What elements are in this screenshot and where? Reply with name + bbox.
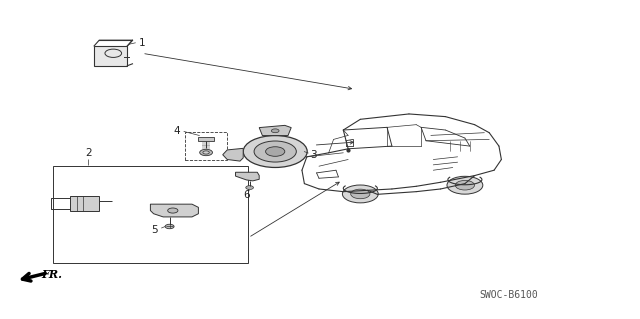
Circle shape xyxy=(203,151,209,154)
Circle shape xyxy=(342,185,378,203)
Polygon shape xyxy=(259,125,291,136)
Text: 6: 6 xyxy=(243,190,250,200)
Bar xyxy=(70,196,99,211)
Bar xyxy=(185,132,227,160)
Circle shape xyxy=(254,141,296,162)
Circle shape xyxy=(455,181,474,190)
Polygon shape xyxy=(150,204,198,217)
Circle shape xyxy=(447,176,483,194)
Text: 4: 4 xyxy=(174,126,180,136)
Text: 2: 2 xyxy=(85,148,92,158)
Text: 3: 3 xyxy=(310,150,317,160)
Circle shape xyxy=(243,136,307,167)
Circle shape xyxy=(165,224,174,229)
Circle shape xyxy=(168,208,178,213)
Text: 1: 1 xyxy=(139,38,145,48)
Bar xyxy=(53,166,248,263)
Polygon shape xyxy=(236,172,259,181)
Text: SWOC-B6100: SWOC-B6100 xyxy=(479,290,538,300)
Bar xyxy=(198,137,214,141)
Circle shape xyxy=(266,147,285,156)
Text: 5: 5 xyxy=(152,225,158,235)
Circle shape xyxy=(271,129,279,133)
Circle shape xyxy=(246,186,253,189)
Circle shape xyxy=(200,149,212,156)
Polygon shape xyxy=(223,148,243,161)
Text: FR.: FR. xyxy=(42,269,63,280)
Circle shape xyxy=(351,189,370,199)
Bar xyxy=(94,46,127,66)
